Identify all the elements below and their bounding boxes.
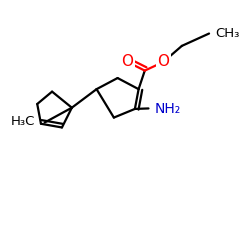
Text: O: O <box>157 54 169 70</box>
Text: H₃C: H₃C <box>10 115 35 128</box>
Text: NH₂: NH₂ <box>155 102 181 116</box>
Text: CH₃: CH₃ <box>215 27 240 40</box>
Text: O: O <box>122 54 134 70</box>
